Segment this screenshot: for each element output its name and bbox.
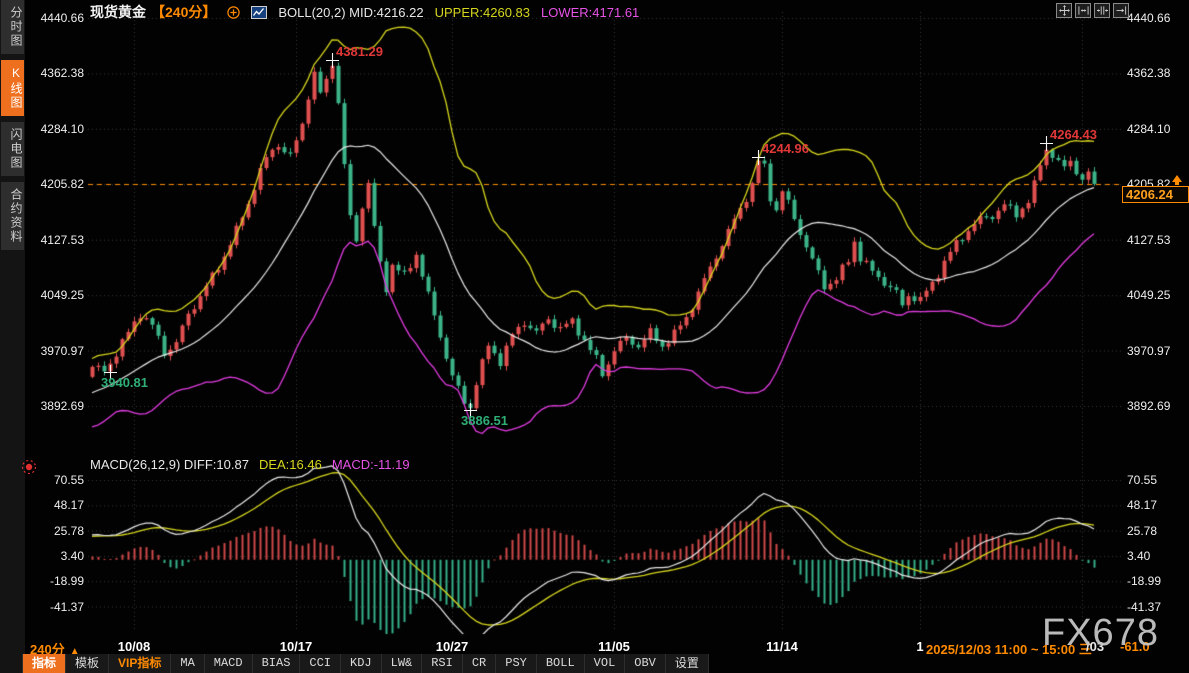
period-label: 【240分】 <box>151 4 217 20</box>
macd-tick-right: 70.55 <box>1127 473 1158 487</box>
price-tick-left: 4205.82 <box>40 177 84 192</box>
price-tick-left: 4440.66 <box>40 11 84 25</box>
macd-tick-left: 25.78 <box>53 523 84 538</box>
key-point-label: 4264.43 <box>1050 126 1097 142</box>
macd-tick-right: -41.37 <box>1127 599 1162 614</box>
date-label: 10/17 <box>279 639 313 654</box>
macd-tick-left: 48.17 <box>53 498 84 513</box>
x-axis-row: 240分 ▲ 2025/12/03 11:00 ~ 15:00 三 10/08 10… <box>0 638 1189 657</box>
macd-tick-right: 25.78 <box>1127 523 1158 538</box>
current-price-tag: 4206.24 <box>1122 186 1189 203</box>
toolbar-item-lw[interactable]: LW& <box>381 654 423 673</box>
key-point-cross-icon <box>464 403 477 423</box>
chart-style-icon[interactable] <box>251 5 268 19</box>
price-tick-left: 3892.69 <box>40 399 84 413</box>
sidebar-tab-flash-chart[interactable]: 闪电图 <box>1 122 24 176</box>
price-tick-left: 3970.97 <box>40 343 84 358</box>
fx678-watermark: FX678 <box>1042 612 1159 654</box>
key-point-label: 3886.51 <box>461 413 508 429</box>
date-label: 11/14 <box>766 639 798 654</box>
toolbar-item-psy[interactable]: PSY <box>496 654 537 673</box>
pan-icon[interactable] <box>1056 3 1072 18</box>
date-label: 10/08 <box>117 639 151 654</box>
toolbar-item-vip-indicators[interactable]: VIP指标 <box>109 654 172 673</box>
chart-info-bar: 现货黄金 【240分】 BOLL(20,2) MID:4216.22 UPPER… <box>90 3 639 21</box>
macd-tick-right: -18.99 <box>1127 574 1162 589</box>
indicator-toolbar: 指标 模板 VIP指标 MA MACD BIAS CCI KDJ LW& RSI CR PSY BOLL… <box>22 654 709 673</box>
price-tick-left: 4362.38 <box>40 66 84 81</box>
key-point-cross-icon <box>752 149 765 170</box>
price-tick-left: 4127.53 <box>40 232 84 247</box>
date-label: 11/05 <box>598 639 630 654</box>
toolbar-item-ma[interactable]: MA <box>171 654 205 673</box>
toolbar-item-vol[interactable]: VOL <box>584 654 626 673</box>
macd-dea-readout: DEA:16.46 <box>258 457 322 472</box>
key-point-label: 3940.81 <box>101 374 148 390</box>
macd-tick-left: 3.40 <box>60 548 84 563</box>
key-point-cross-icon <box>104 364 117 385</box>
price-tick-right: 4362.38 <box>1127 66 1171 81</box>
chart-type-sidebar: 分时图 K线图闪电图合约资料 <box>0 0 25 673</box>
price-tick-right: 3970.97 <box>1127 343 1171 358</box>
session-fragment: /03 <box>1086 639 1105 654</box>
macd-tick-right: 3.40 <box>1127 548 1151 563</box>
macd-header: MACD(26,12,9) DIFF:10.87 DEA:16.46 MACD:… <box>90 457 410 472</box>
key-point-label: 4381.29 <box>336 44 383 60</box>
timeframe-badge[interactable]: 240分 ▲ <box>30 642 80 657</box>
macd-hist-readout: MACD:-11.19 <box>331 457 410 472</box>
expand-x-axis-icon[interactable] <box>1094 3 1110 18</box>
toolbar-item-template[interactable]: 模板 <box>66 654 110 673</box>
live-record-icon[interactable] <box>20 458 38 476</box>
price-tick-right: 4049.25 <box>1127 288 1171 303</box>
key-point-cross-icon <box>326 53 339 73</box>
toolbar-item-boll[interactable]: BOLL <box>536 654 585 673</box>
date-label: 10/27 <box>435 639 469 654</box>
timeframe-arrow-icon: ▲ <box>69 646 80 657</box>
toolbar-item-macd[interactable]: MACD <box>204 654 253 673</box>
price-tick-left: 4049.25 <box>40 288 84 303</box>
macd-tick-left: -41.37 <box>49 599 84 614</box>
add-indicator-icon[interactable] <box>227 5 241 19</box>
price-tick-right: 4284.10 <box>1127 121 1171 136</box>
toolbar-item-rsi[interactable]: RSI <box>422 654 463 673</box>
key-point-cross-icon <box>1040 135 1053 156</box>
key-point-label: 4244.96 <box>762 140 809 156</box>
boll-upper-readout: UPPER:4260.83 <box>434 4 531 20</box>
toolbar-item-indicators[interactable]: 指标 <box>23 654 67 673</box>
boll-lower-readout: LOWER:4171.61 <box>541 4 640 20</box>
macd-tick-left: 70.55 <box>53 473 84 487</box>
toolbar-item-obv[interactable]: OBV <box>625 654 666 673</box>
toolbar-item-kdj[interactable]: KDJ <box>341 654 382 673</box>
toolbar-item-cci[interactable]: CCI <box>300 654 342 673</box>
price-tick-right: 4127.53 <box>1127 232 1171 247</box>
date-label: 1 <box>916 639 924 654</box>
toolbar-item-bias[interactable]: BIAS <box>252 654 301 673</box>
chart-tool-icons <box>1056 3 1129 18</box>
price-alert-arrow-icon <box>1172 175 1182 185</box>
price-tick-right: 3892.69 <box>1127 399 1171 413</box>
macd-diff-readout: MACD(26,12,9) DIFF:10.87 <box>90 457 249 472</box>
price-tick-left: 4284.10 <box>40 121 84 136</box>
compress-x-axis-icon[interactable] <box>1075 3 1091 18</box>
sidebar-tab-kline-chart[interactable]: K线图 <box>1 60 24 116</box>
macd-tick-left: -18.99 <box>49 574 84 589</box>
macd-tick-right: 48.17 <box>1127 498 1158 513</box>
sidebar-tab-minute-chart[interactable]: 分时图 <box>1 0 24 54</box>
toolbar-item-cr[interactable]: CR <box>462 654 497 673</box>
session-fragment: -61.0 <box>1120 639 1150 654</box>
symbol-title: 现货黄金 <box>90 4 146 20</box>
price-tick-right: 4440.66 <box>1127 11 1171 25</box>
boll-mid-readout: BOLL(20,2) MID:4216.22 <box>278 4 424 20</box>
bar-session-readout: 2025/12/03 11:00 ~ 15:00 三 <box>926 642 1092 657</box>
toolbar-item-settings[interactable]: 设置 <box>665 654 709 673</box>
sidebar-tab-contract-info[interactable]: 合约资料 <box>1 182 24 250</box>
goto-latest-icon[interactable] <box>1113 3 1129 18</box>
